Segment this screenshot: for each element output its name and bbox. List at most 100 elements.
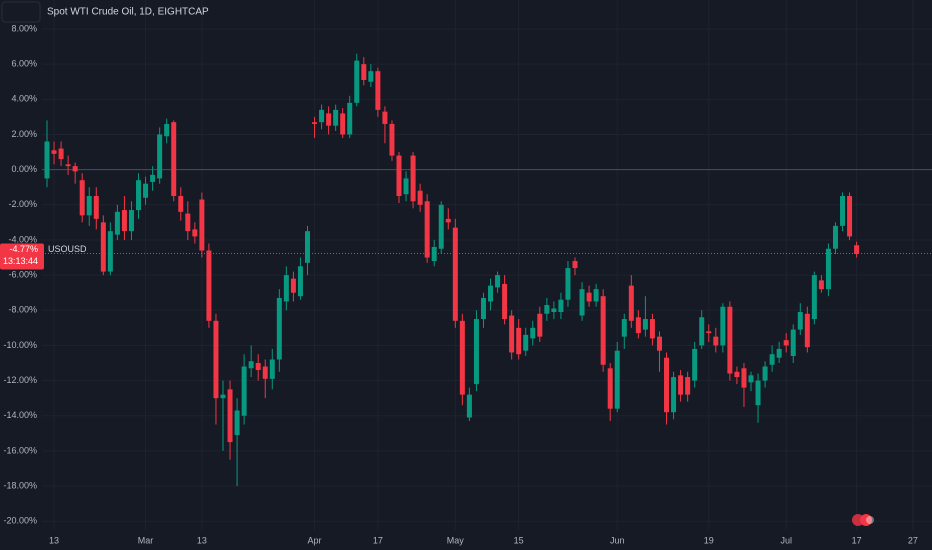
- candle-body: [593, 289, 599, 302]
- x-tick-label: Jun: [610, 535, 625, 545]
- candle-body: [121, 210, 127, 232]
- candle-body: [558, 299, 564, 313]
- x-tick-label: 17: [852, 535, 862, 545]
- y-tick-label: -2.00%: [8, 199, 37, 209]
- last-price-label: -4.77%: [9, 244, 38, 254]
- candle-body: [509, 315, 515, 353]
- candle-body: [403, 178, 409, 195]
- x-tick-label: 27: [908, 535, 918, 545]
- y-tick-label: 4.00%: [11, 94, 37, 104]
- candle-body: [473, 319, 479, 385]
- x-tick-label: Jul: [780, 535, 792, 545]
- candle-body: [832, 225, 838, 249]
- candle-body: [312, 122, 318, 124]
- candle-body: [769, 354, 775, 365]
- candle-body: [720, 306, 726, 346]
- candle-body: [790, 329, 796, 356]
- y-tick-label: -20.00%: [3, 516, 37, 526]
- candle-body: [164, 123, 170, 137]
- candle-body: [389, 123, 395, 156]
- candle-body: [417, 190, 423, 205]
- candle-body: [368, 71, 374, 82]
- candle-body: [86, 196, 92, 216]
- candle-body: [136, 180, 142, 211]
- candle-body: [241, 366, 247, 416]
- candle-body: [502, 283, 508, 320]
- candle-body: [544, 304, 550, 314]
- candle-body: [628, 285, 634, 321]
- candle-body: [424, 201, 430, 258]
- candle-body: [185, 213, 191, 232]
- y-tick-label: 0.00%: [11, 164, 37, 174]
- candle-body: [783, 340, 789, 346]
- candle-body: [579, 289, 585, 316]
- y-tick-label: -14.00%: [3, 410, 37, 420]
- candle-body: [262, 366, 268, 379]
- candle-body: [178, 196, 184, 212]
- candle-body: [649, 319, 655, 339]
- candle-body: [699, 317, 705, 346]
- candle-body: [572, 261, 578, 269]
- candle-body: [234, 410, 240, 436]
- candle-body: [804, 313, 810, 348]
- y-tick-label: -16.00%: [3, 445, 37, 455]
- candle-body: [199, 199, 205, 251]
- candle-body: [685, 377, 691, 395]
- candle-body: [297, 266, 303, 297]
- candle-body: [100, 222, 106, 272]
- candle-body: [375, 71, 381, 110]
- grid: [42, 0, 932, 530]
- candle-body: [671, 377, 677, 413]
- candle-body: [340, 113, 346, 135]
- candle-body: [727, 306, 733, 374]
- candle-body: [347, 102, 353, 135]
- indicator-icons[interactable]: [852, 514, 874, 526]
- candle-body: [290, 278, 296, 293]
- symbol-label: USOUSD: [48, 244, 87, 254]
- candle-body: [410, 155, 416, 202]
- candle-body: [255, 363, 261, 371]
- candle-body: [269, 359, 275, 379]
- candle-body: [438, 204, 444, 249]
- last-price-box: [0, 243, 44, 270]
- candle-body: [171, 122, 177, 197]
- x-tick-label: 17: [373, 535, 383, 545]
- candle-body: [516, 327, 522, 355]
- y-tick-label: -6.00%: [8, 269, 37, 279]
- candle-body: [114, 211, 120, 235]
- x-tick-label: 13: [197, 535, 207, 545]
- x-tick-label: 15: [514, 535, 524, 545]
- candle-body: [396, 155, 402, 197]
- x-tick-label: May: [447, 535, 465, 545]
- candle-body: [445, 218, 451, 223]
- y-tick-label: -4.00%: [8, 234, 37, 244]
- candle-body: [65, 164, 71, 167]
- candle-body: [206, 250, 212, 321]
- x-tick-label: Mar: [138, 535, 154, 545]
- candle-body: [565, 268, 571, 300]
- candle-body: [459, 320, 465, 395]
- candle-body: [614, 350, 620, 409]
- candle-body: [220, 394, 226, 399]
- candle-body: [128, 210, 134, 232]
- chart-title: Spot WTI Crude Oil, 1D, EIGHTCAP: [47, 7, 209, 18]
- candle-body: [607, 368, 613, 409]
- candle-body: [713, 336, 719, 346]
- candle-body: [776, 348, 782, 358]
- candle-body: [664, 357, 670, 413]
- candle-body: [840, 196, 846, 226]
- candle-body: [276, 297, 282, 360]
- symbol-box[interactable]: [1, 1, 41, 23]
- y-tick-label: 6.00%: [11, 59, 37, 69]
- y-tick-label: -18.00%: [3, 480, 37, 490]
- candle-body: [551, 308, 557, 313]
- candle-body: [72, 166, 78, 172]
- candle-body: [304, 231, 310, 263]
- candle-body: [825, 248, 831, 290]
- candle-body: [692, 348, 698, 381]
- candle-body: [523, 334, 529, 351]
- candle-body: [586, 292, 592, 302]
- candle-body: [797, 312, 803, 330]
- candle-body: [382, 111, 388, 124]
